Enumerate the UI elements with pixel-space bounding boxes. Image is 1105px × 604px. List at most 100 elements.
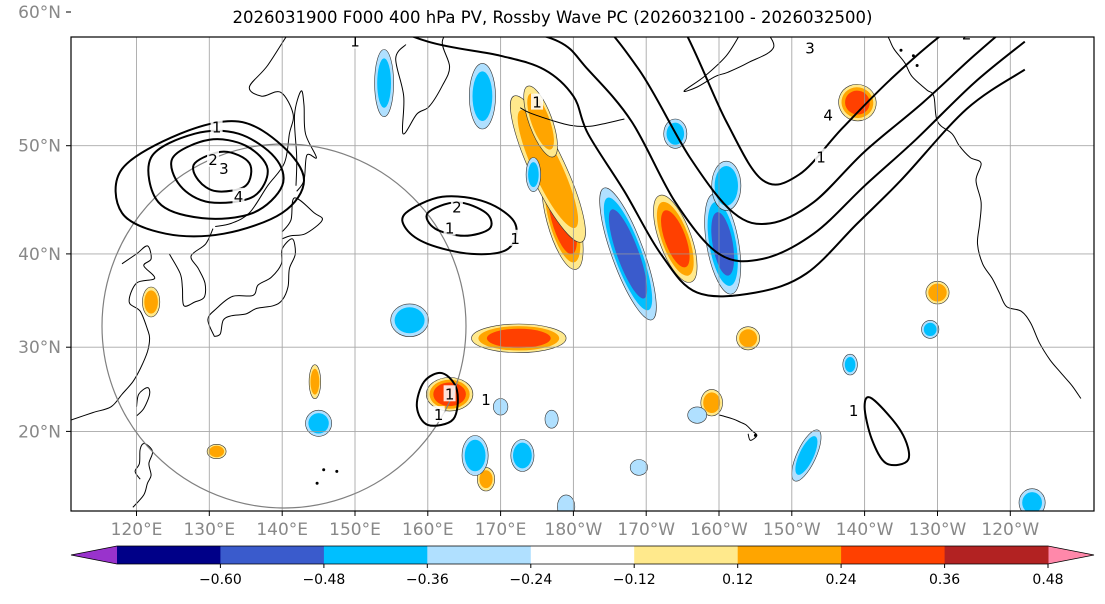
colorbar-segment xyxy=(841,546,945,564)
colorbar-extend-low xyxy=(71,546,117,564)
contour-label: 1 xyxy=(445,385,455,403)
pv-anomaly-negative xyxy=(525,157,542,193)
contour-label: 1 xyxy=(481,391,491,409)
pv-anomaly-positive xyxy=(838,84,877,122)
anomaly-band xyxy=(406,0,442,12)
anomaly-band xyxy=(310,368,320,395)
contour-label: 1 xyxy=(445,220,455,238)
plot-frame xyxy=(70,36,1095,512)
anomaly-band xyxy=(687,406,708,424)
pv-contour-level-2 xyxy=(147,129,285,220)
longitude-label: 180°W xyxy=(545,520,603,540)
contour-label-bg xyxy=(210,118,223,135)
anomaly-band xyxy=(845,90,870,115)
coastline xyxy=(71,245,156,421)
latitude-label: 40°N xyxy=(18,245,61,265)
latitude-label: 30°N xyxy=(18,338,61,358)
colorbar-tick-label: −0.24 xyxy=(509,572,552,588)
contour-label-bg xyxy=(531,93,543,110)
longitude-label: 140°W xyxy=(836,520,894,540)
anomaly-band xyxy=(795,436,818,475)
contour-label-bg xyxy=(480,391,492,408)
pv-anomaly-negative xyxy=(557,494,576,511)
contour-label: 3 xyxy=(805,40,815,58)
pv-anomaly-positive xyxy=(426,377,474,412)
pv-contour-level-4 xyxy=(686,37,941,186)
contour-label: 1 xyxy=(212,119,222,137)
contour-label: 1 xyxy=(434,406,444,424)
pv-anomaly-positive xyxy=(308,364,322,400)
contour-label-bg xyxy=(349,37,361,49)
coastline xyxy=(519,107,625,127)
anomaly-band xyxy=(661,210,690,268)
pv-anomaly-positive xyxy=(142,286,161,318)
contour-label-bg xyxy=(217,160,230,176)
contour-label: 2 xyxy=(208,151,218,169)
anomaly-band xyxy=(209,445,225,458)
anomaly-band xyxy=(144,290,158,314)
pv-contour-level-3 xyxy=(613,37,998,226)
colorbar-segment xyxy=(737,546,842,564)
pv-anomaly-positive xyxy=(206,443,227,459)
longitude-label: 140°E xyxy=(256,520,308,540)
latitude-axis: 70°N60°N50°N40°N30°N20°N xyxy=(18,3,71,442)
pv-anomaly-positive xyxy=(402,0,446,16)
pv-contour-level-1 xyxy=(415,371,459,427)
contour-label-bg xyxy=(509,229,522,246)
contour-label-bg xyxy=(804,39,816,56)
anomaly-band xyxy=(479,470,493,489)
pv-anomaly-negative xyxy=(842,353,858,376)
anomaly-band xyxy=(714,166,738,206)
contour-label: 1 xyxy=(816,149,826,167)
pv-anomaly-positive xyxy=(736,326,761,351)
contour-label: 1 xyxy=(849,402,859,420)
pv-contour-level-1 xyxy=(863,396,911,467)
contour-label-bg xyxy=(815,148,827,165)
longitude-label: 170°W xyxy=(617,520,675,540)
contour-label: 4 xyxy=(823,106,833,124)
island-dot xyxy=(878,18,881,21)
colorbar: −0.60 −0.48 −0.36 −0.24 −0.12 0.12 0.24 0.36 0.4… xyxy=(70,545,1095,588)
pv-anomaly-negative xyxy=(461,435,489,476)
contour-label: 3 xyxy=(219,160,229,178)
longitude-label: 160°E xyxy=(402,520,454,540)
colorbar-tick-label: −0.36 xyxy=(406,572,449,588)
anomaly-band xyxy=(703,392,721,414)
anomaly-band xyxy=(377,58,391,108)
pv-anomaly-positive xyxy=(700,389,723,417)
pv-contour-level-1 xyxy=(411,37,1026,298)
anomaly-band xyxy=(472,71,493,121)
anomaly-band xyxy=(517,109,579,229)
colorbar-segment xyxy=(117,546,221,564)
contour-label-bg xyxy=(443,219,456,236)
latitude-label: 60°N xyxy=(18,3,61,23)
colorbar-tick-label: 0.48 xyxy=(1032,572,1063,588)
pv-contour-level-2 xyxy=(543,37,1026,263)
island-dot xyxy=(899,48,903,52)
contour-label-bg xyxy=(450,198,463,215)
anomaly-band xyxy=(394,307,425,334)
colorbar-segment xyxy=(944,546,1049,564)
anomaly-band xyxy=(629,459,648,476)
pv-anomaly-negative xyxy=(390,303,429,337)
colorbar-segment xyxy=(427,546,532,564)
colorbar-tick-label: −0.12 xyxy=(613,572,656,588)
anomaly-band xyxy=(486,328,551,348)
longitude-label: 150°W xyxy=(763,520,821,540)
pv-contour-level-4 xyxy=(192,150,253,193)
longitude-axis: 120°E 130°E 140°E 150°E 160°E 170°E 180°W 170°W… xyxy=(111,511,1039,540)
longitude-label: 170°E xyxy=(475,520,527,540)
longitude-label: 120°W xyxy=(981,520,1039,540)
anomaly-band xyxy=(308,413,329,434)
pv-anomaly-negative xyxy=(629,459,648,476)
coastline xyxy=(215,37,451,227)
pv-anomaly-negative xyxy=(711,160,742,211)
contour-label: 1 xyxy=(510,230,520,248)
longitude-label: 150°E xyxy=(329,520,381,540)
gridlines xyxy=(71,37,1094,511)
pv-anomaly-negative xyxy=(704,193,742,295)
pv-anomaly-positive xyxy=(471,323,567,353)
anomaly-band xyxy=(844,357,856,373)
coastline xyxy=(683,37,775,92)
map-background xyxy=(71,37,1094,511)
